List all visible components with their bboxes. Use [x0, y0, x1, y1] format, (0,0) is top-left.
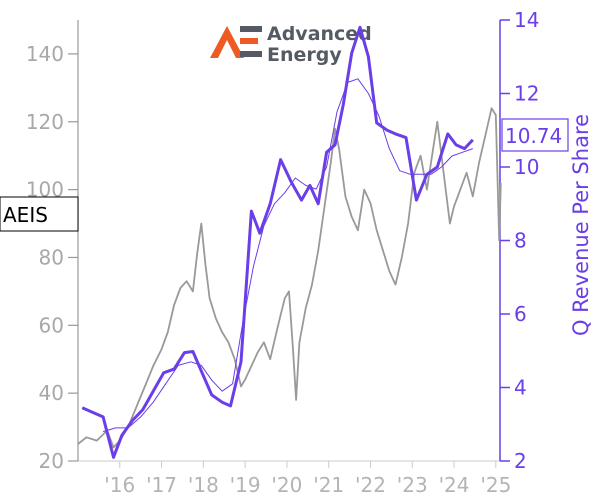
logo-mark-bar-top: [240, 26, 262, 32]
y-left-tick-label: 80: [39, 245, 64, 269]
revenue-average-line: [102, 78, 473, 433]
x-tick-label: '22: [355, 473, 386, 497]
x-tick-label: '16: [104, 473, 135, 497]
x-tick-label: '19: [230, 473, 261, 497]
ticker-label: AEIS: [3, 203, 48, 227]
y-right-tick-label: 2: [514, 449, 527, 473]
logo-mark-bar-mid: [240, 38, 258, 44]
logo-mark-triangle: [210, 26, 244, 58]
revenue-per-share-line: [81, 25, 474, 459]
logo: Advanced Energy: [210, 23, 372, 66]
x-tick-label: '25: [480, 473, 511, 497]
y-left-tick-label: 140: [26, 42, 64, 66]
x-tick-label: '18: [188, 473, 219, 497]
x-tick-label: '21: [313, 473, 344, 497]
y-left-tick-label: 120: [26, 110, 64, 134]
x-tick-label: '17: [146, 473, 177, 497]
last-value-label: 10.74: [505, 124, 562, 148]
ticker-box-frame: [0, 196, 79, 232]
y-right-tick-label: 8: [514, 229, 527, 253]
x-tick-label: '20: [271, 473, 302, 497]
x-tick-label: '23: [397, 473, 428, 497]
x-axis: '16 '17 '18 '19 '20 '21 '22 '23 '24 '25: [78, 460, 511, 497]
y-left-tick-label: 60: [39, 313, 64, 337]
y-axis-right-title: Q Revenue Per Share: [569, 114, 593, 336]
y-left-tick-label: 20: [39, 449, 64, 473]
last-value-box: 10.74: [501, 118, 569, 152]
logo-mark: [210, 26, 262, 58]
y-right-tick-label: 14: [514, 8, 539, 32]
logo-text-line1: Advanced: [267, 23, 372, 45]
y-right-tick-label: 4: [514, 376, 527, 400]
price-line: [77, 107, 502, 449]
y-right-tick-label: 10: [514, 155, 539, 179]
series-layer: [77, 25, 502, 459]
logo-text-line2: Energy: [267, 44, 342, 66]
y-right-tick-label: 12: [514, 82, 539, 106]
y-left-tick-label: 40: [39, 381, 64, 405]
logo-mark-bar-bottom: [240, 51, 262, 57]
ticker-box: AEIS: [0, 196, 79, 232]
y-axis-right: 2 4 6 8 10 12 14: [499, 8, 539, 473]
last-value-frame: [501, 118, 569, 152]
x-tick-label: '24: [439, 473, 470, 497]
y-right-tick-label: 6: [514, 302, 527, 326]
